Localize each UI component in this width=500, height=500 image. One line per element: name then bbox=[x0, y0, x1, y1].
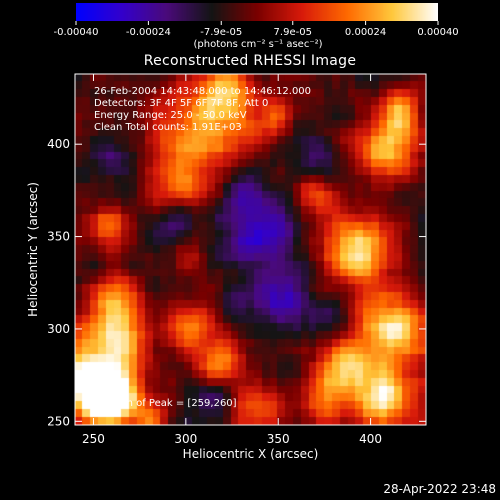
annotation-detectors: Detectors: 3F 4F 5F 6F 7F 8F, Att 0 bbox=[94, 98, 269, 109]
y-tick-label: 300 bbox=[47, 322, 70, 336]
x-tick-label: 250 bbox=[82, 432, 105, 446]
annotation-energy-range: Energy Range: 25.0 - 50.0 keV bbox=[94, 110, 247, 121]
y-tick-label: 250 bbox=[47, 414, 70, 428]
colorbar-tick-label: 0.00024 bbox=[344, 27, 387, 38]
colorbar bbox=[76, 3, 438, 21]
colorbar-tick-label: -0.00040 bbox=[53, 27, 99, 38]
colorbar-gradient bbox=[76, 3, 438, 21]
annotation-peak-position: Position of Peak = [259,260] bbox=[94, 398, 237, 409]
colorbar-tick-label: -7.9e-05 bbox=[200, 27, 243, 38]
annotation-clean-counts: Clean Total counts: 1.91E+03 bbox=[94, 122, 242, 133]
x-axis-label: Heliocentric X (arcsec) bbox=[183, 447, 319, 461]
y-axis-label: Heliocentric Y (arcsec) bbox=[26, 182, 40, 317]
y-tick-label: 350 bbox=[47, 230, 70, 244]
x-tick-label: 350 bbox=[267, 432, 290, 446]
colorbar-tick-label: -0.00024 bbox=[125, 27, 171, 38]
annotation-time-range: 26-Feb-2004 14:43:48.000 to 14:46:12.000 bbox=[94, 86, 312, 97]
x-tick-label: 300 bbox=[174, 432, 197, 446]
y-tick-label: 400 bbox=[47, 137, 70, 151]
chart-title: Reconstructed RHESSI Image bbox=[143, 53, 357, 69]
colorbar-tick-label: 0.00040 bbox=[417, 27, 459, 38]
footer-timestamp: 28-Apr-2022 23:48 bbox=[383, 482, 496, 496]
colorbar-units: (photons cm⁻² s⁻¹ asec⁻²) bbox=[193, 39, 323, 50]
x-tick-label: 400 bbox=[359, 432, 382, 446]
colorbar-tick-label: 7.9e-05 bbox=[273, 27, 312, 38]
